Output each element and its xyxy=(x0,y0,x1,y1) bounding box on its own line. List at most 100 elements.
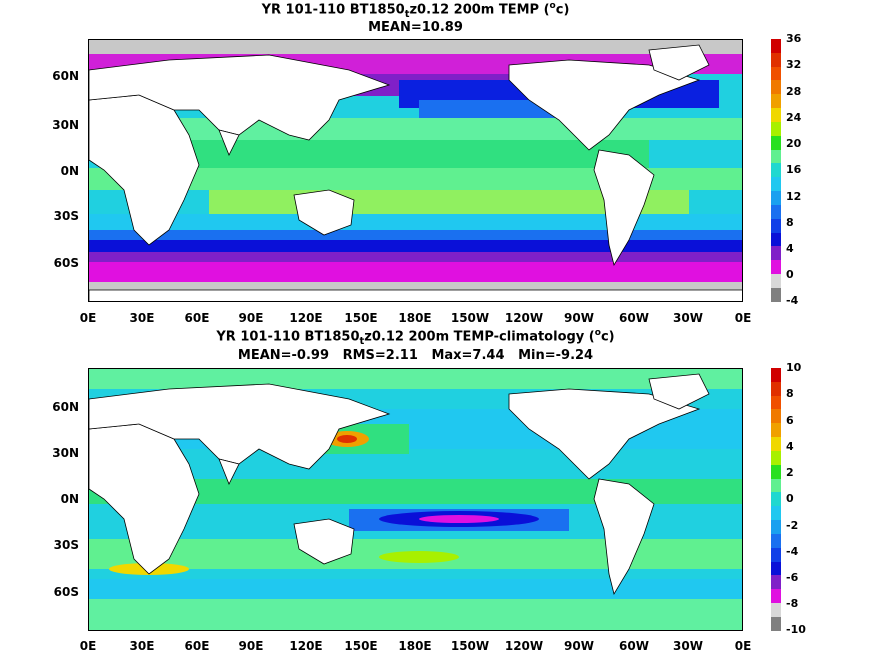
panel2-lon-label: 0E xyxy=(79,639,97,653)
colorbar-swatch xyxy=(771,368,781,382)
panel1-map-svg xyxy=(89,40,742,301)
panel1-lon-label: 150W xyxy=(450,311,490,325)
panel2-colorbar-tick: -8 xyxy=(786,597,799,610)
panel1-lat-30s: 30S xyxy=(53,209,79,223)
colorbar-swatch xyxy=(771,616,781,631)
panel2-colorbar-tick: -2 xyxy=(786,519,799,532)
panel1-lon-label: 180E xyxy=(398,311,432,325)
colorbar-swatch xyxy=(771,177,781,192)
colorbar-swatch xyxy=(771,204,781,219)
colorbar-swatch xyxy=(771,191,781,205)
colorbar-swatch xyxy=(771,52,781,67)
panel1-lon-label: 0E xyxy=(734,311,752,325)
colorbar-swatch xyxy=(771,163,781,178)
colorbar-swatch xyxy=(771,450,781,465)
panel1-lon-label: 120W xyxy=(504,311,544,325)
panel2-lon-label: 90W xyxy=(564,639,594,653)
panel1-colorbar-tick: 12 xyxy=(786,190,802,203)
colorbar-swatch xyxy=(771,547,781,562)
panel2-colorbar-tick: 4 xyxy=(786,440,794,453)
colorbar-swatch xyxy=(771,121,781,136)
panel2-colorbar xyxy=(771,368,781,631)
panel1-colorbar-tick: 20 xyxy=(786,137,802,150)
colorbar-swatch xyxy=(771,533,781,548)
panel2-colorbar-tick: 10 xyxy=(786,361,802,374)
panel2-lat-60n: 60N xyxy=(52,400,79,414)
panel1-lon-label: 60E xyxy=(184,311,210,325)
colorbar-swatch xyxy=(771,423,781,438)
panel2-colorbar-tick: 8 xyxy=(786,387,794,400)
colorbar-swatch xyxy=(771,478,781,493)
colorbar-swatch xyxy=(771,520,781,534)
panel2-map-svg xyxy=(89,369,742,630)
panel1-lat-60s: 60S xyxy=(53,256,79,270)
panel1-lon-label: 120E xyxy=(289,311,323,325)
colorbar-swatch xyxy=(771,603,781,617)
panel2-map xyxy=(88,368,743,631)
panel2-colorbar-tick: -10 xyxy=(786,623,806,636)
panel1-lon-label: 90E xyxy=(238,311,264,325)
panel2-colorbar-tick: 0 xyxy=(786,492,794,505)
colorbar-swatch xyxy=(771,94,781,109)
panel1-map xyxy=(88,39,743,302)
colorbar-swatch xyxy=(771,149,781,164)
panel1-colorbar-tick: -4 xyxy=(786,294,799,307)
panel2-title: YR 101-110 BT1850tz0.12 200m TEMP-climat… xyxy=(216,328,615,347)
colorbar-swatch xyxy=(771,274,781,288)
panel2-lat-30s: 30S xyxy=(53,538,79,552)
colorbar-swatch xyxy=(771,506,781,521)
panel2-lon-label: 180E xyxy=(398,639,432,653)
colorbar-swatch xyxy=(771,409,781,424)
colorbar-swatch xyxy=(771,108,781,122)
panel2-stats: MEAN=-0.99 RMS=2.11 Max=7.44 Min=-9.24 xyxy=(237,348,594,363)
colorbar-swatch xyxy=(771,381,781,396)
panel2-lon-label: 60E xyxy=(184,639,210,653)
panel1-lon-label: 90W xyxy=(564,311,594,325)
colorbar-swatch xyxy=(771,437,781,451)
panel1-lon-label: 60W xyxy=(619,311,649,325)
colorbar-swatch xyxy=(771,66,781,81)
colorbar-swatch xyxy=(771,232,781,247)
panel1-lat-0n: 0N xyxy=(60,164,79,178)
colorbar-swatch xyxy=(771,218,781,233)
panel1-stats: MEAN=10.89 xyxy=(368,20,463,35)
panel2-colorbar-tick: -6 xyxy=(786,571,799,584)
panel1-lon-label: 30E xyxy=(129,311,155,325)
panel2-lon-label: 60W xyxy=(619,639,649,653)
colorbar-swatch xyxy=(771,135,781,150)
panel1-lon-label: 150E xyxy=(344,311,378,325)
colorbar-swatch xyxy=(771,492,781,507)
panel1-colorbar-tick: 4 xyxy=(786,242,794,255)
panel2-colorbar-tick: 2 xyxy=(786,466,794,479)
panel2-lon-label: 0E xyxy=(734,639,752,653)
panel2-lon-label: 150W xyxy=(450,639,490,653)
panel2-lon-label: 120E xyxy=(289,639,323,653)
panel2-lon-label: 30W xyxy=(673,639,703,653)
colorbar-swatch xyxy=(771,575,781,590)
colorbar-swatch xyxy=(771,39,781,53)
colorbar-swatch xyxy=(771,464,781,479)
panel1-colorbar xyxy=(771,39,781,302)
panel1-lon-label: 0E xyxy=(79,311,97,325)
panel2-lon-label: 90E xyxy=(238,639,264,653)
panel1-colorbar-tick: 8 xyxy=(786,216,794,229)
panel2-lon-label: 30E xyxy=(129,639,155,653)
panel1-colorbar-tick: 32 xyxy=(786,58,802,71)
panel1-colorbar-tick: 24 xyxy=(786,111,802,124)
panel1-colorbar-tick: 16 xyxy=(786,163,802,176)
panel1-lon-label: 30W xyxy=(673,311,703,325)
colorbar-swatch xyxy=(771,561,781,576)
panel1-colorbar-tick: 28 xyxy=(786,85,802,98)
panel1-lat-30n: 30N xyxy=(52,118,79,132)
colorbar-swatch xyxy=(771,395,781,410)
panel2-lon-label: 120W xyxy=(504,639,544,653)
panel2-colorbar-tick: 6 xyxy=(786,414,794,427)
panel2-lat-0n: 0N xyxy=(60,492,79,506)
panel2-lat-60s: 60S xyxy=(53,585,79,599)
panel1-colorbar-tick: 36 xyxy=(786,32,802,45)
panel1-colorbar-tick: 0 xyxy=(786,268,794,281)
panel2-lon-label: 150E xyxy=(344,639,378,653)
panel2-lat-30n: 30N xyxy=(52,446,79,460)
colorbar-swatch xyxy=(771,287,781,302)
panel1-title: YR 101-110 BT1850tz0.12 200m TEMP (oc) xyxy=(261,1,570,20)
